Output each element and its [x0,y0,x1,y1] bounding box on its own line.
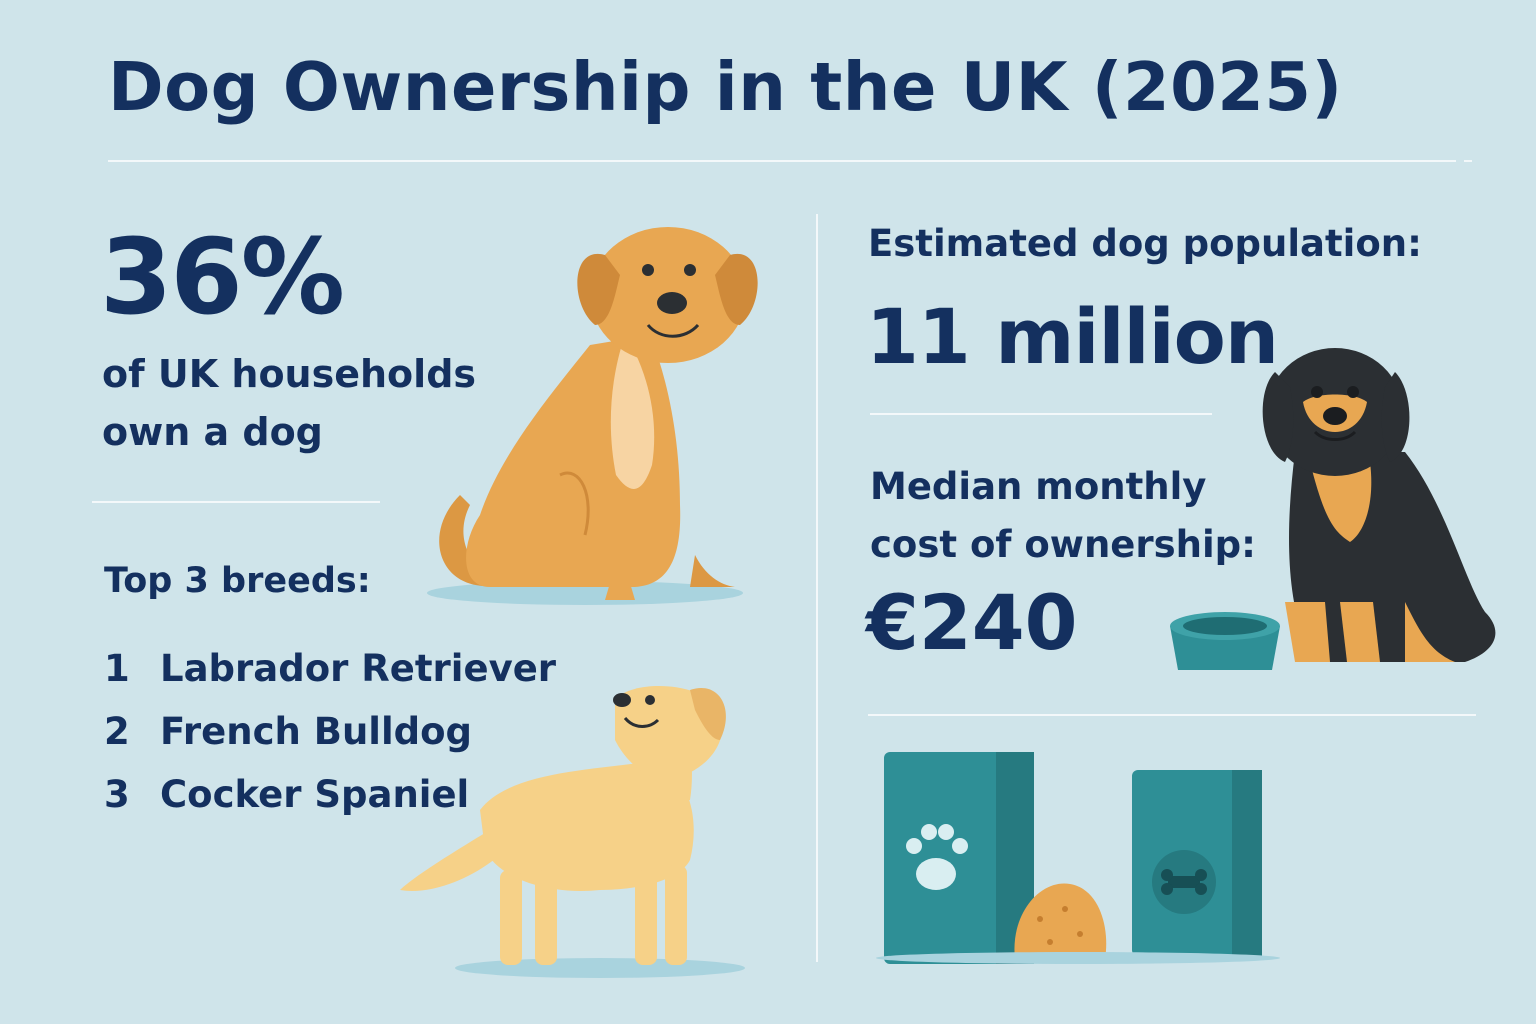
cost-label: Median monthly cost of ownership: [870,458,1256,574]
title-divider-dot [1464,160,1472,162]
right-divider-top [870,413,1212,415]
breed-rank: 3 [104,773,130,816]
breed-name: French Bulldog [160,710,473,753]
ownership-percentage: 36% [100,216,345,338]
cost-label-line2: cost of ownership: [870,523,1256,566]
breed-list: 1 Labrador Retriever 2 French Bulldog 3 Coc… [104,637,556,826]
dog-food-bag-paw-icon [884,752,1034,964]
breed-item: 2 French Bulldog [104,700,556,763]
food-shadow [876,952,1280,964]
cost-label-line1: Median monthly [870,465,1207,508]
population-label: Estimated dog population: [868,222,1422,265]
right-divider-bottom [868,714,1476,716]
kibble-ball-icon [1014,883,1107,959]
ownership-description-line1: of UK households [102,352,477,396]
breed-item: 3 Cocker Spaniel [104,763,556,826]
ownership-description: of UK households own a dog [102,345,476,461]
sitting-black-tan-dog-icon [1262,348,1496,662]
breed-rank: 1 [104,647,130,690]
breed-name: Labrador Retriever [160,647,557,690]
breed-item: 1 Labrador Retriever [104,637,556,700]
cost-value: €240 [866,578,1078,667]
standing-labrador-icon [400,686,745,978]
sitting-golden-dog-icon [427,227,758,605]
breed-name: Cocker Spaniel [160,773,470,816]
dog-food-bag-bone-icon [1132,770,1262,956]
left-divider [92,501,380,503]
breeds-heading: Top 3 breeds: [104,561,371,601]
ownership-description-line2: own a dog [102,410,323,454]
page-title: Dog Ownership in the UK (2025) [108,48,1343,126]
column-divider [816,214,818,962]
population-value: 11 million [866,292,1279,381]
dog-bowl-icon [1170,612,1280,670]
title-divider [108,160,1456,162]
breed-rank: 2 [104,710,130,753]
